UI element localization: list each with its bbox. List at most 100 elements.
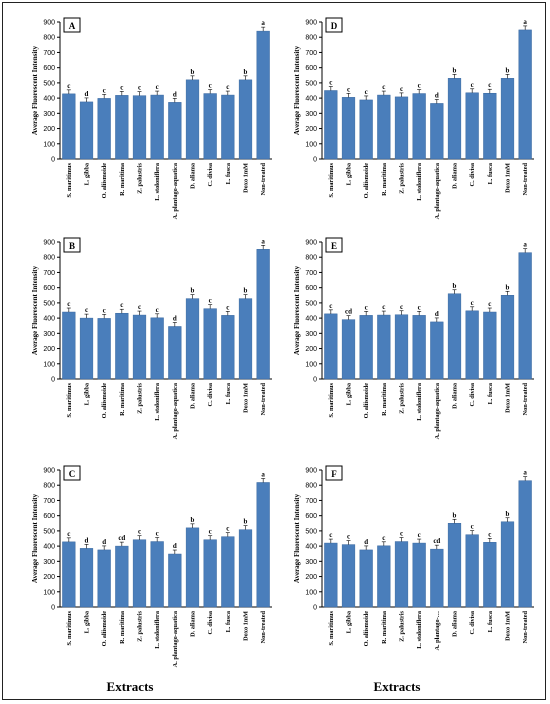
significance-letter: c <box>226 83 229 91</box>
bar-5 <box>132 314 147 380</box>
bar-9 <box>465 92 479 160</box>
significance-letter: c <box>156 306 159 314</box>
y-tick-label: 600 <box>43 65 55 72</box>
category-label: S. maritimus <box>328 162 335 197</box>
bar-3 <box>359 99 373 160</box>
bar-2 <box>79 548 94 608</box>
bar-1 <box>62 311 76 380</box>
significance-letter: c <box>67 82 70 90</box>
significance-letter: a <box>523 469 527 477</box>
bar-4 <box>115 95 129 160</box>
category-label: Z. palustris <box>137 382 144 413</box>
significance-letter: a <box>523 18 527 26</box>
category-label: A. plantago-aquatica <box>434 162 441 219</box>
significance-letter: c <box>471 299 474 307</box>
category-label: D. aliama <box>452 162 459 189</box>
category-label: R. maritima <box>381 382 388 416</box>
bar-11 <box>500 295 515 380</box>
category-label: O. aliismoide <box>363 383 370 419</box>
significance-letter: c <box>471 81 474 89</box>
category-label: Z. palustris <box>399 162 406 193</box>
significance-letter: b <box>244 68 248 76</box>
bar-6 <box>412 93 426 160</box>
bar-7 <box>430 321 444 380</box>
significance-letter: a <box>523 241 527 249</box>
bar-4 <box>377 314 391 380</box>
y-tick-label: 500 <box>305 300 317 307</box>
bar-11 <box>500 78 515 160</box>
bar-6 <box>150 94 164 160</box>
category-label: L. fusca <box>487 382 494 404</box>
significance-letter: d <box>173 90 177 98</box>
significance-letter: b <box>506 283 510 291</box>
significance-letter: b <box>506 66 510 74</box>
significance-letter: b <box>191 516 195 524</box>
significance-letter: d <box>102 538 106 546</box>
bar-2 <box>341 97 356 160</box>
y-tick-label: 700 <box>305 50 317 57</box>
y-tick-label: 600 <box>43 285 55 292</box>
significance-letter: c <box>347 85 350 93</box>
bar-8 <box>447 523 462 608</box>
y-tick-label: 300 <box>305 111 317 118</box>
panel-label: E <box>331 241 337 251</box>
significance-letter: c <box>103 306 106 314</box>
y-tick-label: 200 <box>305 574 317 581</box>
significance-letter: c <box>156 83 159 91</box>
bar-4 <box>377 94 391 160</box>
bar-4 <box>377 545 391 608</box>
category-label: S. maritimus <box>66 610 73 645</box>
bar-8 <box>447 293 462 380</box>
category-label: D. aliama <box>190 162 197 189</box>
chart-panel-d: D 0 100 200 300 400 500 600 700 800 900 Average Flu… <box>293 17 534 219</box>
significance-letter: b <box>453 282 457 290</box>
y-tick-label: 500 <box>305 80 317 87</box>
y-tick-label: 0 <box>313 605 317 612</box>
significance-letter: c <box>382 83 385 91</box>
panel-label: A <box>69 21 76 31</box>
bar-10 <box>221 536 235 608</box>
x-axis-label-right: Extracts <box>373 679 421 694</box>
significance-letter: c <box>329 79 332 87</box>
bar-9 <box>465 310 479 380</box>
category-label: Doxo 1mM <box>243 383 250 413</box>
category-label: O. aliismoide <box>363 163 370 199</box>
y-axis-label: Average Fluorescent Intensity <box>31 45 39 135</box>
y-tick-label: 400 <box>305 96 317 103</box>
significance-letter: b <box>191 68 195 76</box>
significance-letter: c <box>67 300 70 308</box>
y-tick-label: 800 <box>305 483 317 490</box>
y-tick-label: 0 <box>313 157 317 164</box>
bar-7 <box>168 553 182 608</box>
panel-label: B <box>69 241 75 251</box>
significance-letter: cd <box>345 308 352 316</box>
category-label: R. maritima <box>119 382 126 416</box>
significance-letter: c <box>400 530 403 538</box>
significance-letter: c <box>382 534 385 542</box>
bar-7 <box>168 102 182 160</box>
panel-label-box <box>325 465 343 481</box>
y-axis-label: Average Fluorescent Intensity <box>31 265 39 355</box>
bar-5 <box>132 95 147 160</box>
bar-11 <box>238 79 253 160</box>
significance-letter: c <box>471 523 474 531</box>
category-label: Doxo 1mM <box>505 383 512 413</box>
bar-3 <box>97 318 111 380</box>
category-label: L. gibba <box>84 162 91 185</box>
significance-letter: d <box>85 90 89 98</box>
y-tick-label: 400 <box>305 316 317 323</box>
y-tick-label: 400 <box>43 544 55 551</box>
bar-11 <box>238 529 253 608</box>
category-label: Non-treated <box>522 383 529 416</box>
bar-6 <box>150 541 164 608</box>
bar-3 <box>97 98 111 160</box>
category-label: O. aliismoide <box>101 383 108 419</box>
category-label: Z. palustris <box>137 610 144 641</box>
bar-4 <box>115 545 129 608</box>
category-label: Z. palustris <box>399 382 406 413</box>
bar-5 <box>132 539 147 608</box>
y-tick-label: 900 <box>43 468 55 475</box>
bar-11 <box>500 521 515 608</box>
panel-label: C <box>69 469 76 479</box>
bar-2 <box>341 544 356 608</box>
